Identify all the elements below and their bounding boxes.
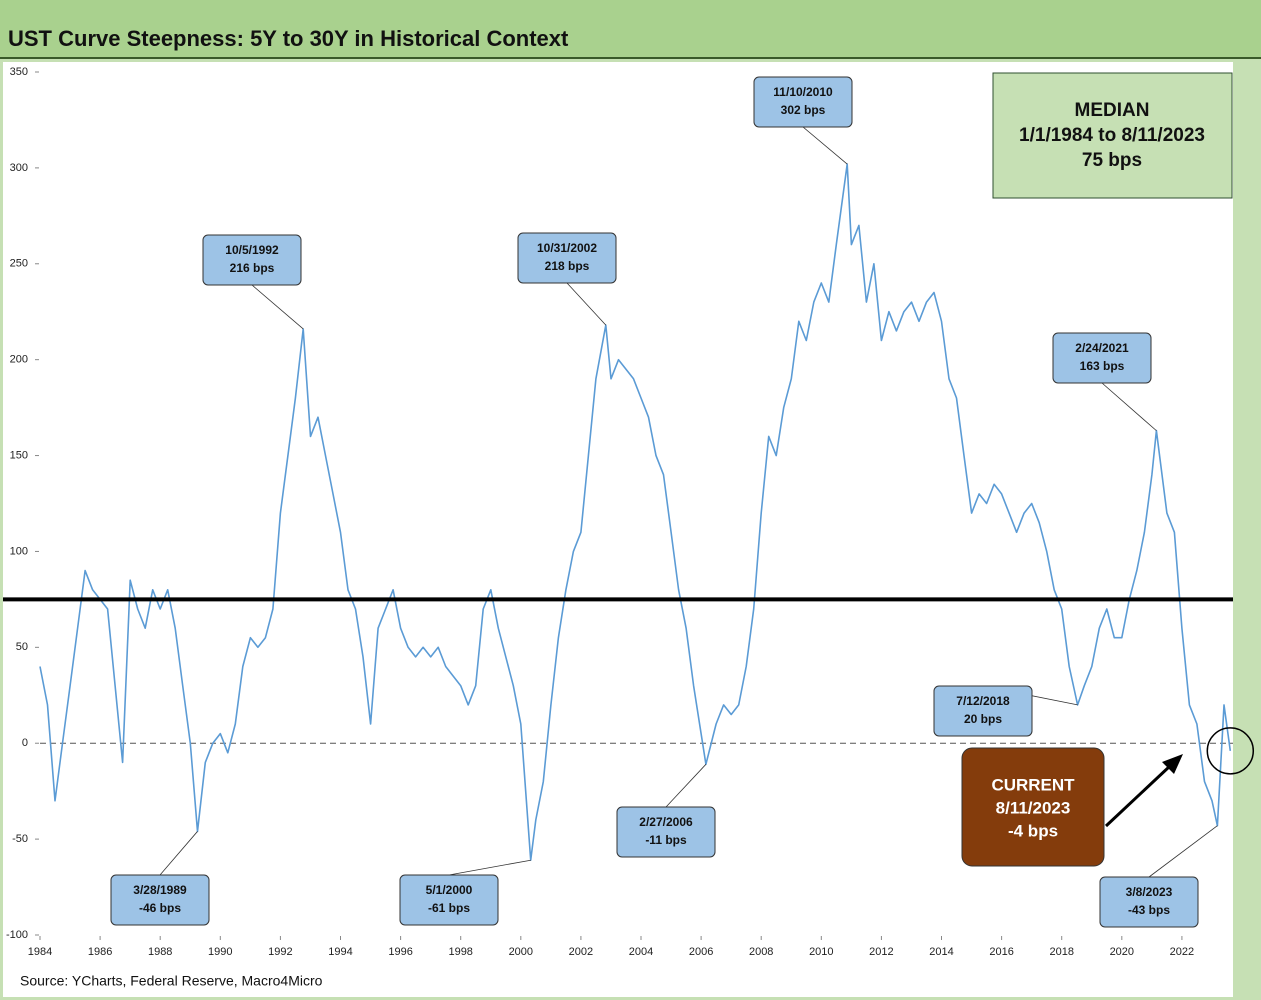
- callout-label: 302 bps: [781, 103, 826, 117]
- callout-box: [1052, 332, 1152, 384]
- callout-label: 218 bps: [545, 259, 590, 273]
- callout-box: [110, 874, 210, 926]
- callout-leader: [1148, 825, 1218, 878]
- callout-label: -46 bps: [139, 901, 181, 915]
- callout-date: 3/8/2023: [1126, 885, 1173, 899]
- median-label: 75 bps: [1082, 150, 1142, 171]
- y-tick-label: 150: [10, 449, 28, 461]
- callout-leader: [159, 831, 198, 876]
- callout-date: 3/28/1989: [133, 883, 187, 897]
- median-title: MEDIAN: [1075, 100, 1150, 121]
- callout-box: [202, 234, 302, 286]
- callout-box: [399, 874, 499, 926]
- x-tick-label: 1988: [148, 946, 172, 958]
- callout-label: 216 bps: [230, 261, 275, 275]
- callout-date: 10/31/2002: [537, 241, 597, 255]
- current-title: CURRENT: [991, 775, 1075, 794]
- x-tick-label: 1984: [28, 946, 52, 958]
- callout-date: 7/12/2018: [956, 694, 1010, 708]
- y-tick-label: 300: [10, 162, 28, 174]
- title-bar: [0, 0, 1261, 58]
- source: Source: YCharts, Federal Reserve, Macro4…: [20, 973, 323, 989]
- x-tick-label: 1990: [208, 946, 232, 958]
- x-tick-label: 1994: [328, 946, 352, 958]
- callout-leader: [802, 126, 848, 165]
- chart-title: UST Curve Steepness: 5Y to 30Y in Histor…: [8, 26, 569, 51]
- callout-box: [517, 232, 617, 284]
- callout-date: 2/27/2006: [639, 815, 693, 829]
- y-tick-label: -100: [6, 929, 28, 941]
- x-tick-label: 2010: [809, 946, 833, 958]
- y-tick-label: 200: [10, 354, 28, 366]
- x-tick-label: 1986: [88, 946, 112, 958]
- y-tick-label: 350: [10, 66, 28, 78]
- x-tick-label: 2004: [629, 946, 653, 958]
- x-tick-label: 2008: [749, 946, 773, 958]
- data-line: [39, 163, 1232, 861]
- x-tick-label: 2018: [1049, 946, 1073, 958]
- median-box: [992, 72, 1233, 199]
- callout-box: [1099, 876, 1199, 928]
- callout-label: 20 bps: [964, 712, 1002, 726]
- median-period: 1/1/1984 to 8/11/2023: [1019, 125, 1205, 146]
- callout-date: 2/24/2021: [1075, 341, 1129, 355]
- callout-label: -61 bps: [428, 901, 470, 915]
- callout-leader: [1101, 382, 1157, 431]
- x-tick-label: 2022: [1170, 946, 1194, 958]
- current-circle: [1206, 727, 1255, 775]
- y-tick-label: 100: [10, 545, 28, 557]
- current-arrowhead: [1162, 754, 1183, 774]
- callout-box: [753, 76, 853, 128]
- callout-label: -11 bps: [645, 833, 687, 847]
- callout-date: 10/5/1992: [225, 243, 279, 257]
- callout-date: 11/10/2010: [773, 85, 833, 99]
- callout-leader: [665, 764, 707, 808]
- callout-box: [933, 685, 1033, 737]
- x-tick-label: 2012: [869, 946, 893, 958]
- x-tick-label: 1998: [448, 946, 472, 958]
- x-tick-label: 2014: [929, 946, 953, 958]
- current-date: 8/11/2023: [996, 798, 1071, 817]
- callout-leader: [251, 284, 304, 330]
- callout-leader: [448, 859, 531, 876]
- current-box: [961, 747, 1105, 867]
- x-tick-label: 1996: [388, 946, 412, 958]
- callout-leader: [566, 282, 607, 326]
- x-tick-label: 2006: [689, 946, 713, 958]
- callout-label: -43 bps: [1128, 903, 1170, 917]
- y-tick-label: 250: [10, 258, 28, 270]
- x-tick-label: 2000: [509, 946, 533, 958]
- x-tick-label: 2016: [989, 946, 1013, 958]
- callout-box: [616, 806, 716, 858]
- callout-label: 163 bps: [1080, 359, 1125, 373]
- y-tick-label: -50: [12, 833, 28, 845]
- x-tick-label: 2002: [569, 946, 593, 958]
- current-label: -4 bps: [1008, 821, 1058, 840]
- x-tick-label: 1992: [268, 946, 292, 958]
- callout-date: 5/1/2000: [426, 883, 473, 897]
- current-arrow: [1104, 764, 1172, 828]
- x-tick-label: 2020: [1110, 946, 1134, 958]
- y-tick-label: 0: [22, 737, 28, 749]
- y-tick-label: 50: [16, 641, 28, 653]
